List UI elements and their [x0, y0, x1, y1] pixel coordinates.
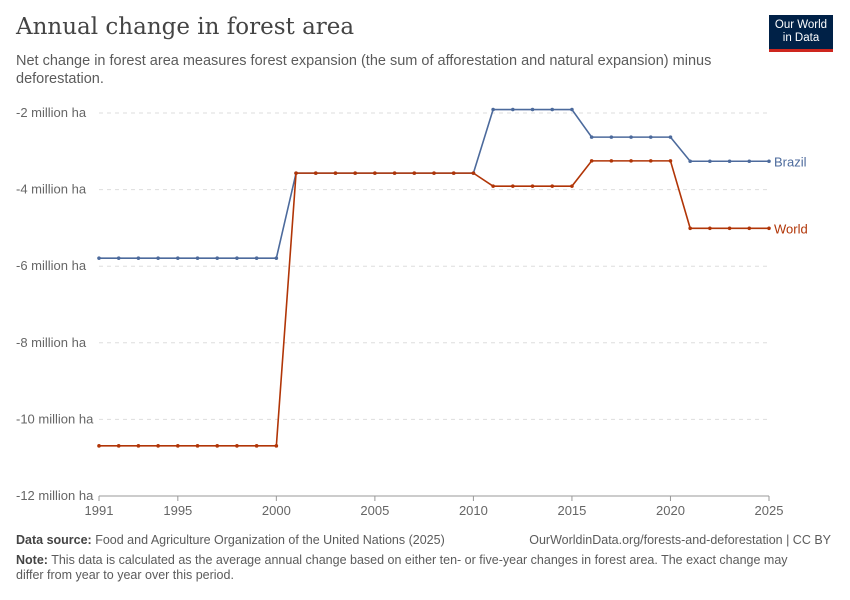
y-tick-label: -10 million ha — [16, 411, 94, 426]
data-point — [451, 171, 456, 175]
x-tick-label: 1995 — [163, 503, 192, 518]
data-point — [195, 444, 200, 448]
data-point — [648, 135, 653, 139]
logo-line2: in Data — [782, 32, 820, 44]
y-tick-label: -2 million ha — [16, 105, 87, 120]
data-point — [648, 159, 653, 163]
data-point — [195, 256, 200, 260]
data-point — [609, 159, 614, 163]
data-point — [708, 226, 712, 231]
data-point — [432, 171, 436, 175]
series-label-brazil: Brazil — [774, 154, 807, 169]
chart-title: Annual change in forest area — [16, 14, 355, 40]
x-tick-label: 1991 — [85, 503, 114, 518]
data-point — [629, 135, 633, 139]
data-point — [767, 226, 771, 231]
logo-line1: Our World — [774, 19, 828, 31]
data-point — [274, 256, 279, 260]
data-source: Data source: Food and Agriculture Organi… — [16, 533, 445, 547]
data-point — [530, 184, 535, 188]
data-point — [176, 444, 180, 448]
data-point — [373, 171, 377, 175]
data-point — [491, 107, 495, 112]
data-point — [313, 171, 318, 175]
data-point — [97, 444, 101, 448]
series-line-world — [99, 160, 769, 447]
x-tick-label: 2000 — [262, 503, 291, 518]
data-point — [550, 107, 555, 112]
data-point — [708, 159, 712, 164]
data-point — [570, 107, 574, 112]
x-tick-label: 2005 — [360, 503, 389, 518]
y-tick-label: -12 million ha — [16, 488, 94, 503]
data-point — [392, 171, 397, 175]
data-point — [767, 159, 771, 164]
data-point — [235, 444, 239, 448]
data-point — [116, 256, 121, 260]
data-point — [353, 171, 357, 175]
x-tick-label: 2025 — [755, 503, 784, 518]
data-point — [570, 184, 574, 188]
x-tick-label: 2010 — [459, 503, 488, 518]
data-point — [629, 159, 633, 163]
data-point — [688, 226, 692, 231]
chart-subtitle: Net change in forest area measures fores… — [16, 53, 712, 87]
data-point — [97, 256, 101, 260]
data-point — [747, 226, 752, 231]
data-point — [294, 171, 298, 175]
data-point — [215, 444, 220, 448]
data-point — [727, 159, 732, 164]
series-line-brazil — [99, 108, 769, 259]
data-point — [668, 135, 673, 139]
data-point — [136, 256, 141, 260]
data-point — [412, 171, 417, 175]
data-point — [747, 159, 752, 164]
data-point — [274, 444, 279, 448]
owid-logo[interactable]: Our World in Data — [769, 15, 833, 52]
data-point — [688, 159, 692, 164]
data-point — [471, 171, 476, 175]
data-point — [116, 444, 121, 448]
data-point — [550, 184, 555, 188]
data-point — [511, 107, 515, 112]
data-point — [668, 159, 673, 163]
data-point — [589, 159, 594, 163]
data-point — [254, 444, 259, 448]
source-url[interactable]: OurWorldinData.org/forests-and-deforesta… — [529, 533, 831, 547]
data-point — [156, 256, 160, 260]
data-point — [589, 135, 594, 139]
y-tick-label: -8 million ha — [16, 335, 87, 350]
y-tick-label: -6 million ha — [16, 258, 87, 273]
series-label-world: World — [774, 221, 808, 236]
data-point — [156, 444, 160, 448]
data-point — [235, 256, 239, 260]
data-point — [333, 171, 338, 175]
data-point — [176, 256, 180, 260]
x-tick-label: 2020 — [656, 503, 685, 518]
data-point — [609, 135, 614, 139]
data-point — [511, 184, 515, 188]
data-point — [530, 107, 535, 112]
data-point — [727, 226, 732, 231]
y-tick-label: -4 million ha — [16, 182, 87, 197]
note: Note: This data is calculated as the ave… — [16, 553, 788, 582]
data-point — [491, 184, 495, 188]
data-point — [215, 256, 220, 260]
x-tick-label: 2015 — [557, 503, 586, 518]
data-point — [254, 256, 259, 260]
data-point — [136, 444, 141, 448]
